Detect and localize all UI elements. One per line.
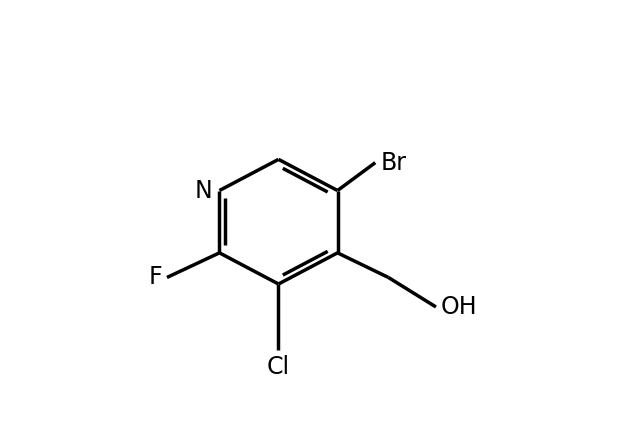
Text: Cl: Cl [267,354,290,379]
Text: N: N [194,178,212,202]
Text: Br: Br [380,151,406,175]
Text: F: F [149,265,162,289]
Text: OH: OH [441,295,478,319]
